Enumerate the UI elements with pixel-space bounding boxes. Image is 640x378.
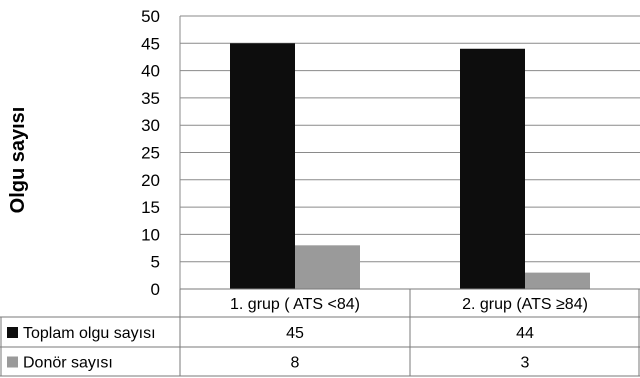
y-axis-label: Olgu sayısı: [7, 107, 29, 214]
legend-swatch: [7, 327, 18, 338]
y-tick-label: 10: [141, 225, 160, 244]
y-tick-label: 0: [151, 280, 160, 299]
category-label: 2. grup (ATS ≥84): [462, 296, 588, 313]
table-value: 44: [516, 325, 534, 342]
data-table: 1. grup ( ATS <84) 2. grup (ATS ≥84) Topla…: [0, 288, 640, 377]
bar-donor-1: [295, 245, 360, 289]
legend-swatch: [7, 356, 18, 368]
bars: [230, 43, 590, 290]
bar-total-2: [460, 48, 525, 290]
legend-label: Donör sayısı: [23, 355, 113, 372]
table-value: 45: [286, 325, 304, 342]
y-tick-label: 25: [141, 144, 160, 163]
y-tick-label: 35: [141, 89, 160, 108]
y-tick-label: 50: [141, 7, 160, 26]
y-axis-ticks: 0 5 10 15 20 25 30 35 40 45 50: [141, 7, 160, 299]
bar-donor-2: [525, 272, 590, 289]
y-tick-label: 40: [141, 62, 160, 81]
bar-total-1: [230, 43, 295, 289]
category-label: 1. grup ( ATS <84): [230, 296, 360, 313]
y-tick-label: 15: [141, 198, 160, 217]
y-tick-label: 5: [151, 253, 160, 272]
table-value: 8: [291, 355, 300, 372]
legend-label: Toplam olgu sayısı: [23, 325, 156, 342]
y-tick-label: 45: [141, 34, 160, 53]
table-value: 3: [521, 355, 530, 372]
y-tick-label: 20: [141, 171, 160, 190]
y-tick-label: 30: [141, 116, 160, 135]
